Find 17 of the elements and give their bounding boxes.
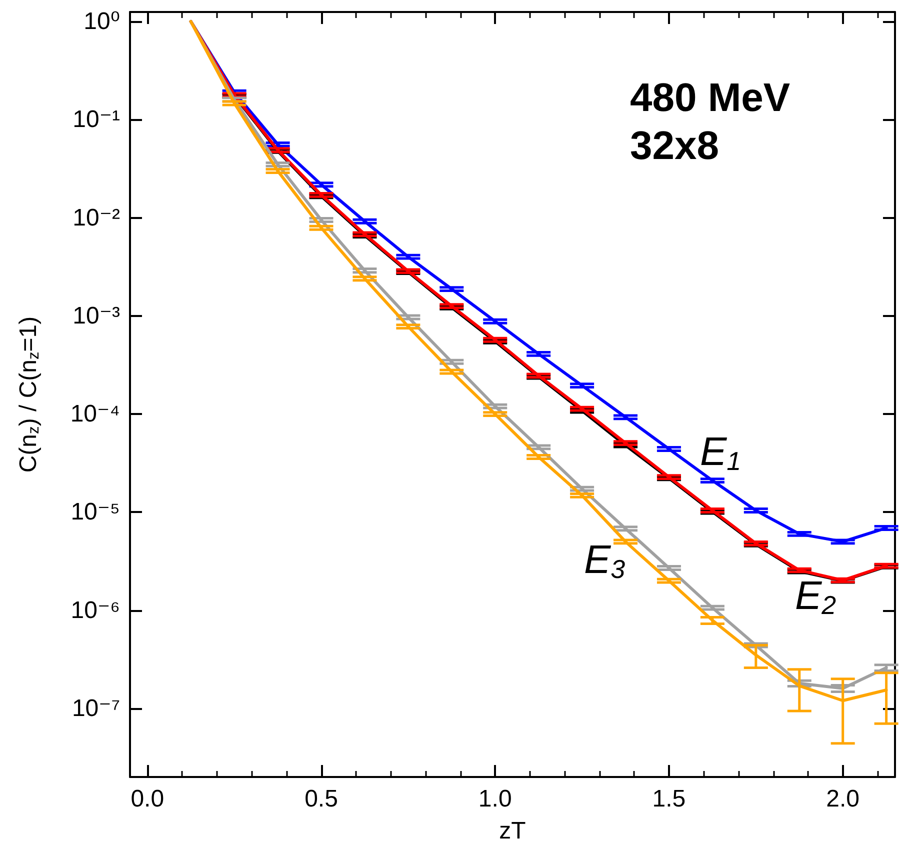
y-tick-label: 10⁻⁶ (70, 596, 120, 624)
y-tick-label: 10⁻⁴ (70, 400, 120, 428)
y-tick-label: 10⁻⁷ (72, 694, 120, 722)
y-axis-title: C(nz) / C(nz=1) (15, 316, 42, 473)
x-tick-label: 0.5 (304, 786, 338, 812)
y-tick-label: 10⁻³ (72, 302, 120, 330)
x-tick-label: 1.0 (478, 786, 512, 812)
x-tick-label: 1.5 (652, 786, 686, 812)
y-tick-label: 10⁻¹ (72, 106, 120, 134)
x-tick-label: 2.0 (826, 786, 860, 812)
y-tick-label: 10⁻² (72, 204, 120, 232)
annotation: 32x8 (630, 124, 719, 168)
x-axis-title: zT (499, 818, 526, 844)
y-tick-label: 10⁰ (84, 8, 120, 36)
annotation: 480 MeV (630, 76, 790, 120)
x-tick-label: 0.0 (130, 786, 164, 812)
y-tick-label: 10⁻⁵ (70, 498, 120, 526)
